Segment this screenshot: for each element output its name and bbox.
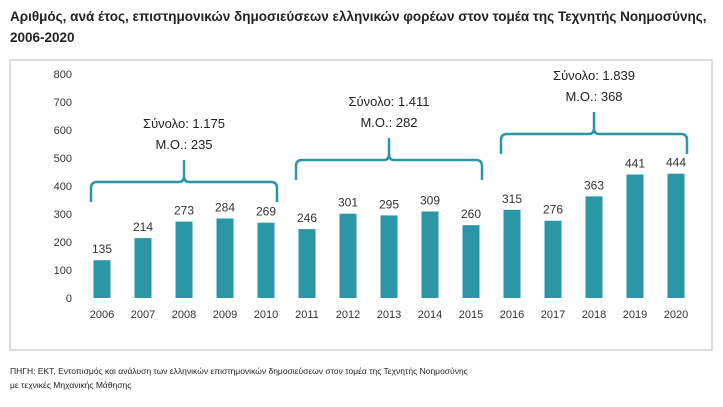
x-tick-label: 2008 — [172, 309, 196, 321]
bar-2020 — [667, 173, 685, 298]
bar-2014 — [421, 211, 439, 298]
source-line-2: με τεχνικές Μηχανικής Μάθησης — [10, 380, 132, 390]
y-tick-label: 100 — [54, 265, 72, 277]
x-tick-label: 2016 — [500, 309, 524, 321]
x-tick-label: 2020 — [664, 309, 688, 321]
bar-2010 — [257, 222, 275, 298]
x-tick-label: 2019 — [623, 309, 647, 321]
group-total-label: Σύνολο: 1.839 — [553, 68, 635, 83]
bar-2013 — [380, 215, 398, 298]
bar-2015 — [462, 225, 480, 298]
bar-2008 — [175, 221, 193, 298]
bar-2011 — [298, 229, 316, 298]
x-tick-label: 2007 — [131, 309, 155, 321]
y-tick-label: 600 — [54, 125, 72, 137]
data-label: 309 — [420, 193, 440, 207]
data-label: 444 — [666, 156, 686, 170]
data-label: 260 — [461, 207, 481, 221]
group-total-label: Σύνολο: 1.411 — [349, 94, 430, 109]
chart-frame — [9, 59, 713, 351]
x-tick-label: 2013 — [377, 309, 401, 321]
bar-2009 — [216, 218, 234, 298]
data-label: 214 — [133, 220, 153, 234]
bar-2012 — [339, 213, 357, 298]
bar-2017 — [544, 220, 562, 298]
data-label: 135 — [92, 242, 112, 256]
data-label: 246 — [297, 211, 317, 225]
group-bracket — [294, 138, 484, 180]
data-label: 273 — [174, 204, 194, 218]
group-bracket — [89, 160, 279, 202]
x-tick-label: 2011 — [295, 309, 319, 321]
data-label: 301 — [338, 196, 358, 210]
group-average-label: Μ.Ο.: 235 — [155, 137, 212, 152]
data-label: 284 — [215, 200, 235, 214]
group-bracket — [499, 112, 689, 154]
x-tick-label: 2006 — [90, 309, 114, 321]
chart-title: Αριθμός, ανά έτος, επιστημονικών δημοσιε… — [10, 9, 707, 45]
x-tick-label: 2009 — [213, 309, 237, 321]
x-tick-label: 2018 — [582, 309, 606, 321]
bar-2006 — [93, 260, 111, 298]
y-tick-label: 700 — [54, 97, 72, 109]
source-note: ΠΗΓΗ: ΕΚΤ, Εντοπισμός και ανάλυση των ελ… — [10, 364, 700, 392]
bar-2007 — [134, 238, 152, 298]
y-tick-label: 800 — [54, 69, 72, 81]
bar-2018 — [585, 196, 603, 298]
bar-2016 — [503, 209, 521, 298]
x-tick-label: 2015 — [459, 309, 483, 321]
data-label: 363 — [584, 178, 604, 192]
data-label: 295 — [379, 197, 399, 211]
x-tick-label: 2014 — [418, 309, 442, 321]
y-tick-label: 200 — [54, 237, 72, 249]
source-line-1: ΠΗΓΗ: ΕΚΤ, Εντοπισμός και ανάλυση των ελ… — [10, 366, 468, 376]
y-tick-label: 400 — [54, 181, 72, 193]
y-tick-label: 0 — [66, 293, 72, 305]
y-tick-label: 500 — [54, 153, 72, 165]
y-tick-label: 300 — [54, 209, 72, 221]
group-total-label: Σύνολο: 1.175 — [143, 116, 225, 131]
group-average-label: Μ.Ο.: 282 — [360, 115, 417, 130]
x-tick-label: 2010 — [254, 309, 278, 321]
group-average-label: Μ.Ο.: 368 — [565, 89, 622, 104]
data-label: 276 — [543, 203, 563, 217]
bar-2019 — [626, 174, 644, 298]
x-tick-label: 2017 — [541, 309, 565, 321]
data-label: 441 — [625, 157, 645, 171]
data-label: 315 — [502, 192, 522, 206]
x-tick-label: 2012 — [336, 309, 360, 321]
data-label: 269 — [256, 205, 276, 219]
